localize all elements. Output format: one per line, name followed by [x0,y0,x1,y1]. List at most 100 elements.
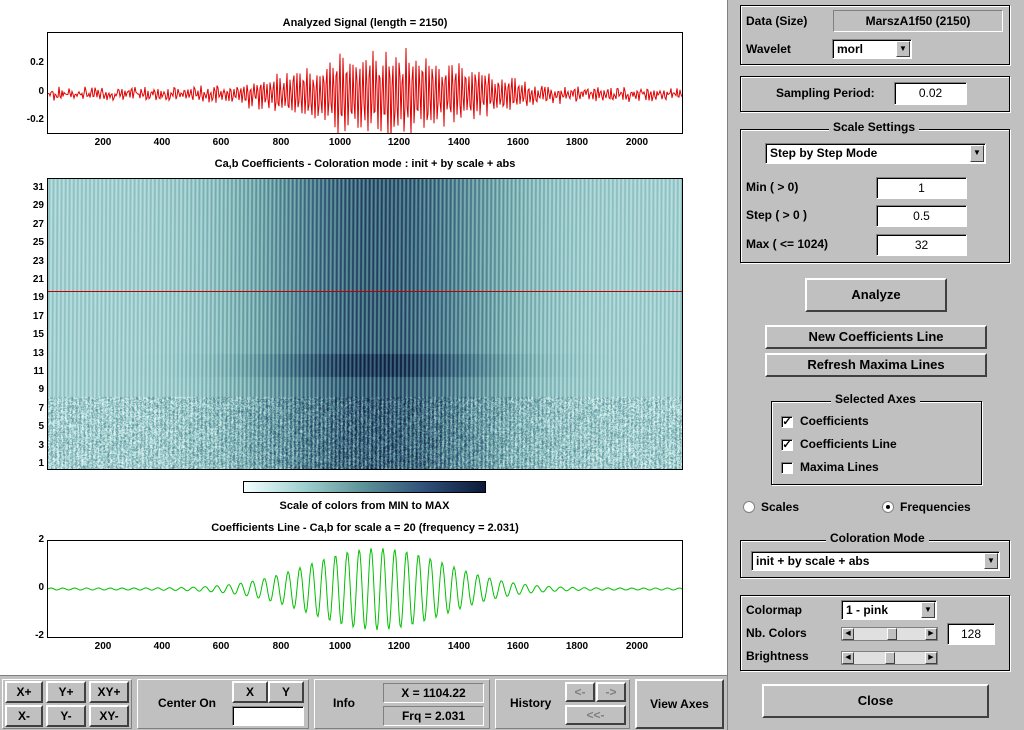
x-tick-label: 1400 [447,641,471,652]
brightness-slider-thumb[interactable] [885,652,895,664]
coefficients-line-title: Coefficients Line - Ca,b for scale a = 2… [211,522,519,534]
x-tick-label: 800 [272,137,290,148]
x-tick-label: 1800 [565,641,589,652]
y-tick-label: 2 [38,534,44,545]
frequencies-radio-label: Frequencies [900,500,971,514]
coefficients-line-plot[interactable] [47,540,683,638]
arrow-right-icon[interactable]: ▶ [925,628,937,640]
center-on-label: Center On [158,696,217,710]
coefficients-line-trace [48,548,682,631]
center-on-input[interactable] [232,706,304,726]
scale-mode-value: Step by Step Mode [770,146,878,160]
max-input[interactable]: 32 [876,234,967,256]
y-tick-label: 15 [32,329,44,341]
zoom-xy-plus-button[interactable]: XY+ [89,681,129,703]
selected-axes-title: Selected Axes [831,392,920,406]
zoom-x-minus-button[interactable]: X- [5,705,43,727]
x-tick-label: 1800 [565,137,589,148]
coefficients-line-polyline [48,548,682,631]
toolbar: X+ Y+ XY+ X- Y- XY- Center On X Y Info X… [0,675,727,730]
history-forward-button[interactable]: -> [596,682,626,702]
refresh-maxima-lines-button[interactable]: Refresh Maxima Lines [765,353,987,377]
nb-colors-input[interactable]: 128 [947,623,995,645]
signal-plot-title: Analyzed Signal (length = 2150) [282,17,448,29]
wavelet-label: Wavelet [746,42,791,56]
brightness-slider[interactable]: ◀ ▶ [841,651,938,665]
maxima-lines-checkbox[interactable] [781,462,793,474]
coefficients-line-checkbox[interactable]: ✓ [781,439,793,451]
y-tick-label: 17 [32,310,44,322]
data-size-value: MarszA1f50 (2150) [833,10,1003,32]
coloration-mode-value: init + by scale + abs [756,554,870,568]
data-frame [740,5,1010,65]
x-tick-label: 200 [94,641,112,652]
scale-marker-line [48,291,682,292]
frequency-readout: Frq = 2.031 [383,706,484,726]
scales-radio-label: Scales [761,500,800,514]
step-label: Step ( > 0 ) [746,208,808,222]
x-tick-label: 1200 [387,137,411,148]
min-input[interactable]: 1 [876,177,967,199]
x-tick-label: 2000 [625,641,649,652]
center-on-group [137,679,309,729]
arrow-left-icon[interactable]: ◀ [842,652,854,664]
coloration-mode-select[interactable]: init + by scale + abs ▼ [751,551,1000,571]
frequencies-radio[interactable] [882,501,894,513]
colormap-label: Colormap [746,603,803,617]
arrow-right-icon[interactable]: ▶ [925,652,937,664]
signal-polyline [48,47,682,133]
coefficients-checkbox[interactable]: ✓ [781,416,793,428]
nb-colors-slider[interactable]: ◀ ▶ [841,627,938,641]
step-input[interactable]: 0.5 [876,205,967,227]
y-tick-label: 0 [38,582,44,593]
y-tick-label: 0 [38,86,44,97]
sampling-frame [740,76,1010,112]
x-tick-label: 1000 [328,137,352,148]
x-tick-label: 1000 [328,641,352,652]
center-on-y-button[interactable]: Y [268,681,304,703]
coefficients-image [48,179,682,469]
colormap-frame [740,595,1010,671]
nb-colors-slider-thumb[interactable] [887,628,897,640]
view-axes-button[interactable]: View Axes [635,679,724,729]
x-tick-label: 1600 [506,137,530,148]
signal-plot[interactable] [47,32,683,134]
history-label: History [510,696,552,710]
sampling-period-label: Sampling Period: [776,86,875,100]
x-tick-label: 400 [153,641,171,652]
y-tick-label: 25 [32,237,44,249]
scales-radio[interactable] [743,501,755,513]
center-on-x-button[interactable]: X [232,681,268,703]
coefficients-plot[interactable] [47,178,683,470]
new-coefficients-line-button[interactable]: New Coefficients Line [765,325,987,349]
colorbar [243,481,486,493]
y-tick-label: -0.2 [26,114,44,125]
y-tick-label: 9 [38,384,44,396]
zoom-y-plus-button[interactable]: Y+ [46,681,86,703]
scale-mode-select[interactable]: Step by Step Mode ▼ [765,143,986,164]
zoom-xy-minus-button[interactable]: XY- [89,705,129,727]
analyze-button[interactable]: Analyze [805,278,947,312]
maxima-lines-checkbox-label: Maxima Lines [800,460,879,474]
x-tick-label: 2000 [625,137,649,148]
y-tick-label: 21 [32,274,44,285]
history-first-button[interactable]: <<- [565,705,626,725]
close-button[interactable]: Close [762,684,989,718]
min-label: Min ( > 0) [746,180,799,194]
data-size-label: Data (Size) [746,14,808,28]
y-tick-label: -2 [35,630,44,641]
zoom-x-plus-button[interactable]: X+ [5,681,43,703]
max-label: Max ( <= 1024) [746,237,829,251]
y-tick-label: 11 [33,366,44,377]
colormap-select[interactable]: 1 - pink ▼ [841,600,937,620]
history-back-button[interactable]: <- [565,682,595,702]
y-tick-label: 13 [32,347,44,359]
arrow-left-icon[interactable]: ◀ [842,628,854,640]
y-tick-label: 19 [32,292,44,304]
zoom-y-minus-button[interactable]: Y- [46,705,86,727]
y-tick-label: 1 [38,458,44,469]
coefficients-plot-title: Ca,b Coefficients - Coloration mode : in… [214,158,516,170]
sampling-period-input[interactable]: 0.02 [894,82,967,105]
wavelet-value: morl [837,42,864,56]
wavelet-select[interactable]: morl ▼ [832,39,912,59]
